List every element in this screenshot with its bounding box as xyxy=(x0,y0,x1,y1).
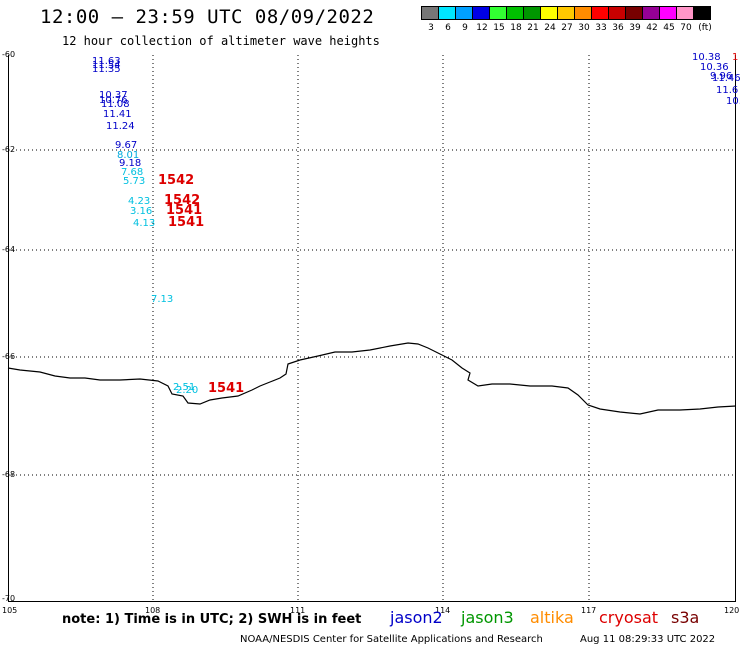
wave-height-label: 1541 xyxy=(208,381,244,396)
wave-height-label: 4.23 xyxy=(128,196,150,207)
wave-height-label: 7.68 xyxy=(121,167,143,178)
wave-height-label: 3.16 xyxy=(130,206,152,217)
colorbar xyxy=(421,6,711,20)
legend-item-s3a: s3a xyxy=(671,608,700,627)
grid xyxy=(8,55,736,602)
legend-item-jason2: jason2 xyxy=(390,608,443,627)
wave-height-label: 11.54 xyxy=(92,60,121,71)
y-tick-label: -64 xyxy=(2,245,15,254)
wave-height-label: 10.37 xyxy=(99,90,128,101)
colorbar-label: 70 xyxy=(680,23,692,33)
colorbar-label: 45 xyxy=(663,23,675,33)
wave-height-label: 11.6 xyxy=(716,85,738,96)
y-tick-label: -68 xyxy=(2,470,15,479)
wave-height-label: 1541 xyxy=(166,203,202,218)
wave-height-label: 1541 xyxy=(168,215,204,230)
colorbar-swatch xyxy=(693,6,711,20)
wave-height-label: 11.41 xyxy=(103,109,132,120)
x-tick-label: 108 xyxy=(145,606,160,615)
wave-height-label: 8.01 xyxy=(117,150,139,161)
colorbar-label: 15 xyxy=(493,23,505,33)
wave-height-label: 7.13 xyxy=(151,294,173,305)
wave-height-label: 1542 xyxy=(164,193,200,208)
graticule xyxy=(8,55,736,601)
page-subtitle: 12 hour collection of altimeter wave hei… xyxy=(62,34,380,48)
wave-height-label: 10.76 xyxy=(99,95,128,106)
y-tick-label: -62 xyxy=(2,145,15,154)
page-title: 12:00 – 23:59 UTC 08/09/2022 xyxy=(40,6,375,28)
x-tick-label: 117 xyxy=(581,606,596,615)
wave-height-label: 9.96 xyxy=(710,71,732,82)
y-tick-labels: -60 -62 -64 -66 -68 -70 xyxy=(2,50,15,603)
x-tick-label: 111 xyxy=(290,606,305,615)
legend-item-jason3: jason3 xyxy=(461,608,514,627)
colorbar-label: 18 xyxy=(510,23,522,33)
y-tick-label: -70 xyxy=(2,594,15,603)
wave-height-label: 1542 xyxy=(158,173,194,188)
wave-height-label: 2.51 xyxy=(173,382,195,393)
x-tick-label: 114 xyxy=(435,606,450,615)
wave-height-label: 2.20 xyxy=(176,385,198,396)
wave-height-label: 10.38 xyxy=(692,52,721,63)
colorbar-label: 36 xyxy=(612,23,624,33)
wave-height-label: 11.08 xyxy=(101,99,130,110)
legend-item-cryosat: cryosat xyxy=(599,608,659,627)
wave-height-label: 10.36 xyxy=(700,62,729,73)
colorbar-label: 9 xyxy=(462,23,468,33)
x-tick-labels: 105 108 111 114 117 120 xyxy=(2,606,739,615)
colorbar-label: 30 xyxy=(578,23,590,33)
colorbar-label: 24 xyxy=(544,23,556,33)
y-tick-label: -60 xyxy=(2,50,15,59)
colorbar-label: 12 xyxy=(476,23,488,33)
wave-height-label: 9.67 xyxy=(115,140,137,151)
colorbar-label: 39 xyxy=(629,23,641,33)
credit-text: NOAA/NESDIS Center for Satellite Applica… xyxy=(240,634,543,645)
colorbar-label: 27 xyxy=(561,23,573,33)
x-tick-label: 120 xyxy=(724,606,739,615)
wave-height-label: 10. xyxy=(726,96,740,107)
colorbar-label: 3 xyxy=(428,23,434,33)
colorbar-label: (ft) xyxy=(698,23,712,33)
colorbar-label: 6 xyxy=(445,23,451,33)
timestamp: Aug 11 08:29:33 UTC 2022 xyxy=(580,634,716,645)
coastline xyxy=(7,342,737,415)
wave-height-label: 1 xyxy=(732,52,738,63)
wave-height-label: 4.13 xyxy=(133,218,155,229)
footer-note: note: 1) Time is in UTC; 2) SWH is in fe… xyxy=(62,612,362,627)
colorbar-label: 42 xyxy=(646,23,658,33)
y-tick-label: -66 xyxy=(2,352,15,361)
wave-height-label: 5.73 xyxy=(123,176,145,187)
wave-height-label: 11.24 xyxy=(106,121,135,132)
wave-height-label: 9.18 xyxy=(119,158,141,169)
legend-item-altika: altika xyxy=(530,608,574,627)
colorbar-label: 33 xyxy=(595,23,607,33)
x-tick-label: 105 xyxy=(2,606,17,615)
colorbar-label: 21 xyxy=(527,23,539,33)
wave-height-label: 11.63 xyxy=(92,56,121,67)
wave-height-label: 11.46 xyxy=(712,73,740,84)
wave-height-label: 11.35 xyxy=(92,64,121,75)
